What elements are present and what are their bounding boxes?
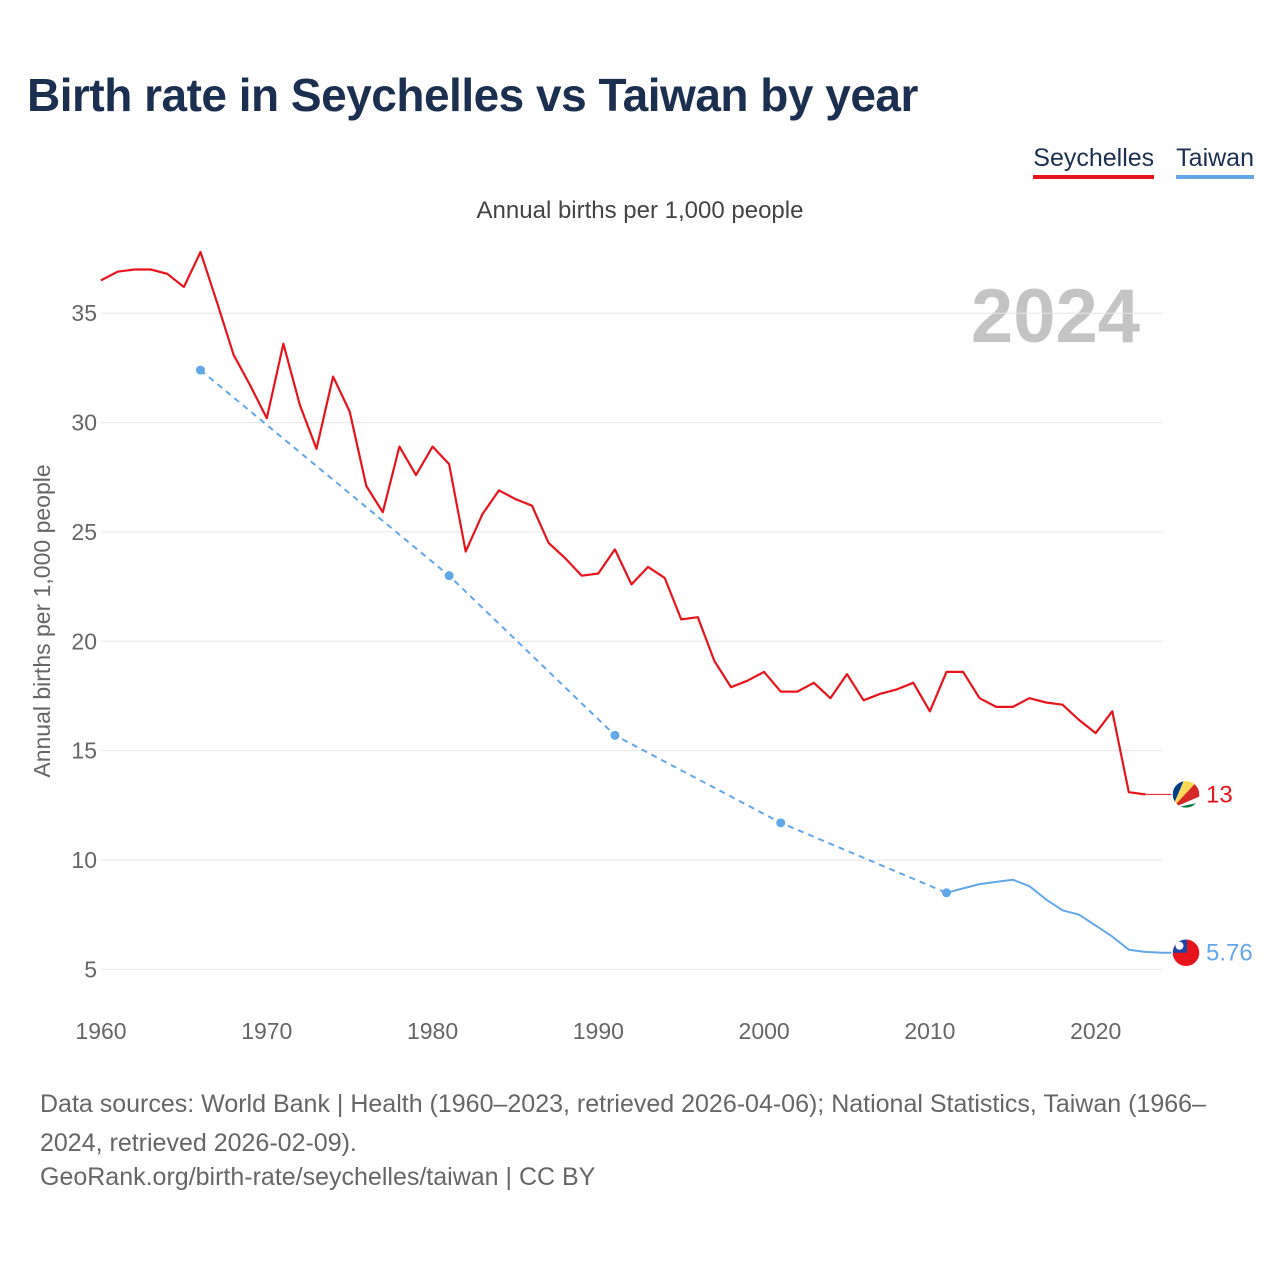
legend-item-taiwan[interactable]: Taiwan (1176, 144, 1254, 179)
legend-item-seychelles[interactable]: Seychelles (1033, 144, 1155, 179)
x-tick-label-1970: 1970 (241, 1018, 292, 1044)
x-tick-label-2010: 2010 (904, 1018, 955, 1044)
flag-seychelles-bands (1172, 780, 1200, 809)
series-line-taiwan-interpolated (199, 369, 947, 894)
y-tick-label-15: 15 (71, 738, 97, 764)
series-line-seychelles (100, 250, 1146, 796)
y-tick-label-25: 25 (71, 519, 97, 545)
y-tick-label-35: 35 (71, 300, 97, 326)
end-value-label-taiwan: 5.76 (1206, 940, 1253, 967)
credit-line[interactable]: GeoRank.org/birth-rate/seychelles/taiwan… (40, 1163, 596, 1191)
flag-taiwan-sun (1175, 941, 1184, 950)
flag-seychelles-ring (1171, 779, 1201, 810)
data-point-taiwan-1991 (610, 730, 620, 740)
data-point-taiwan-2001 (776, 818, 786, 828)
chart-title: Birth rate in Seychelles vs Taiwan by ye… (27, 69, 918, 121)
data-point-taiwan-2011 (941, 888, 951, 898)
flag-seychelles-icon (1171, 779, 1201, 810)
end-value-label-seychelles: 13 (1206, 781, 1233, 808)
legend: Seychelles Taiwan (1033, 144, 1254, 179)
flag-seychelles-band (1172, 796, 1200, 809)
line-chart: 2024 5 10 15 20 25 30 35 1960 1970 1980 1990 2000 201… (29, 250, 1253, 1044)
y-tick-label-20: 20 (71, 628, 97, 654)
flag-taiwan-ring (1171, 937, 1201, 968)
y-axis-label: Annual births per 1,000 people (29, 464, 55, 777)
data-point-taiwan-1981 (444, 571, 454, 581)
x-tick-label-1980: 1980 (407, 1018, 458, 1044)
flag-taiwan-icon (1171, 937, 1201, 968)
chart-subtitle: Annual births per 1,000 people (476, 197, 804, 224)
data-sources-note: Data sources: World Bank | Health (1960–… (40, 1090, 1206, 1157)
flag-seychelles-band (1172, 780, 1200, 809)
y-tick-label-30: 30 (71, 410, 97, 436)
series-line-taiwan (946, 878, 1172, 954)
y-tick-label-10: 10 (71, 847, 97, 873)
x-tick-label-2000: 2000 (739, 1018, 790, 1044)
year-label: 2024 (971, 274, 1140, 359)
x-tick-label-1960: 1960 (75, 1018, 126, 1044)
x-tick-label-2020: 2020 (1070, 1018, 1121, 1044)
data-point-taiwan-1966 (195, 365, 205, 375)
x-tick-label-1990: 1990 (573, 1018, 624, 1044)
y-tick-label-5: 5 (84, 956, 97, 982)
